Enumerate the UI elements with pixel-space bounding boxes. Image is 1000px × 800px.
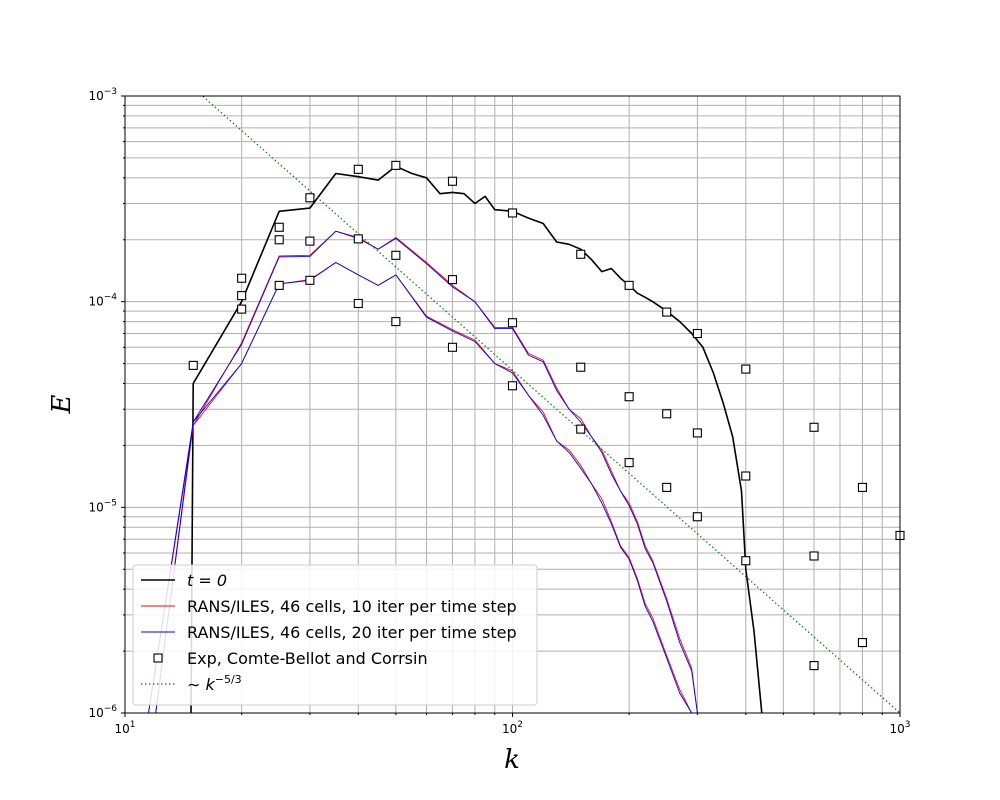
series-line bbox=[190, 165, 763, 713]
experiment-marker bbox=[576, 362, 586, 372]
experiment-marker bbox=[391, 317, 401, 327]
ticks: 101 102 103 10−6 10−5 10−4 10−3 bbox=[88, 87, 910, 736]
y-tick-label: 10−3 bbox=[88, 87, 117, 103]
experiment-marker bbox=[576, 424, 586, 434]
x-axis-label: k bbox=[504, 745, 520, 775]
experiment-marker bbox=[391, 160, 401, 170]
y-tick-label: 10−6 bbox=[88, 704, 117, 720]
x-tick-label: 102 bbox=[502, 720, 523, 736]
experiment-marker bbox=[305, 236, 315, 246]
experiment-marker bbox=[391, 250, 401, 260]
experiment-marker bbox=[353, 298, 363, 309]
data-layer bbox=[148, 96, 900, 713]
legend-label: RANS/ILES, 46 cells, 20 iter per time st… bbox=[187, 623, 517, 642]
y-tick-label: 10−4 bbox=[88, 293, 117, 309]
experiment-marker bbox=[188, 360, 198, 370]
experiment-marker bbox=[741, 471, 751, 481]
experiment-marker bbox=[692, 428, 702, 438]
legend-label: RANS/ILES, 46 cells, 10 iter per time st… bbox=[187, 597, 517, 616]
experiment-marker bbox=[507, 381, 518, 391]
experiment-marker bbox=[353, 234, 363, 244]
experiment-marker bbox=[507, 318, 518, 328]
experiment-marker bbox=[305, 275, 315, 285]
legend-marker-swatch bbox=[153, 653, 163, 663]
reference-slope-line bbox=[201, 96, 900, 713]
experiment-marker bbox=[274, 222, 284, 232]
legend-box bbox=[132, 564, 538, 706]
experiment-marker bbox=[809, 422, 819, 432]
experiment-marker bbox=[237, 304, 247, 314]
y-axis-label: E bbox=[47, 394, 77, 414]
experiment-marker bbox=[237, 291, 247, 301]
y-tick-label: 10−5 bbox=[88, 498, 117, 514]
experiment-marker bbox=[447, 342, 458, 352]
experiment-marker bbox=[237, 273, 247, 283]
experiment-marker bbox=[662, 307, 672, 317]
experiment-marker bbox=[692, 512, 702, 522]
experiment-marker bbox=[353, 164, 363, 174]
marker-layer bbox=[188, 160, 905, 671]
legend-label: ∼ k−5/3 bbox=[187, 673, 242, 694]
experiment-marker bbox=[305, 193, 315, 203]
experiment-marker bbox=[692, 328, 702, 339]
experiment-marker bbox=[576, 249, 586, 259]
series-line bbox=[148, 230, 698, 713]
experiment-marker bbox=[624, 392, 634, 402]
legend-label: Exp, Comte-Bellot and Corrsin bbox=[187, 649, 428, 668]
experiment-marker bbox=[662, 409, 672, 419]
experiment-marker bbox=[624, 458, 634, 468]
experiment-marker bbox=[447, 275, 458, 285]
experiment-marker bbox=[447, 176, 458, 186]
experiment-marker bbox=[662, 482, 672, 492]
experiment-marker bbox=[741, 556, 751, 566]
legend: t = 0 RANS/ILES, 46 cells, 10 iter per ti… bbox=[132, 564, 538, 706]
experiment-marker bbox=[809, 661, 819, 671]
legend-label: t = 0 bbox=[187, 571, 227, 590]
experiment-marker bbox=[274, 280, 284, 290]
experiment-marker bbox=[857, 638, 867, 648]
experiment-marker bbox=[624, 280, 634, 290]
experiment-marker bbox=[809, 551, 819, 561]
experiment-marker bbox=[507, 208, 518, 218]
series-line bbox=[155, 262, 693, 713]
experiment-marker bbox=[857, 482, 867, 492]
experiment-marker bbox=[741, 364, 751, 374]
experiment-marker bbox=[274, 235, 284, 245]
x-tick-label: 103 bbox=[889, 720, 910, 736]
x-tick-label: 101 bbox=[114, 720, 135, 736]
